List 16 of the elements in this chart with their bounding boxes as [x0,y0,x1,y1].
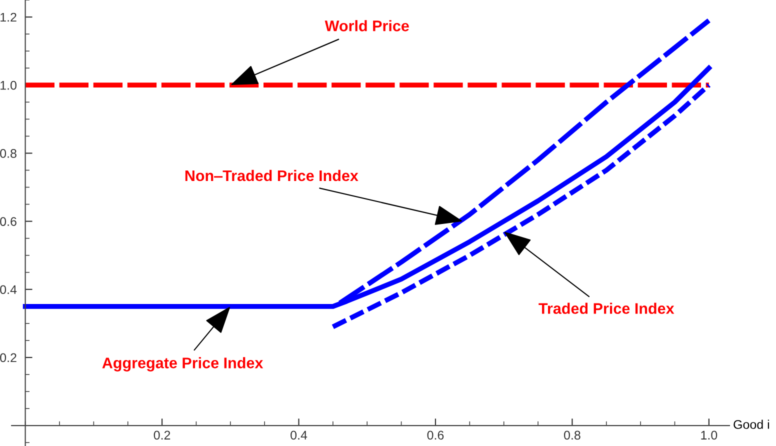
x-tick-label: 1.0 [701,430,718,440]
annotation: Aggregate Price Index [102,357,264,372]
y-tick-label: 1.0 [0,80,16,90]
x-tick-label: 0.6 [427,430,444,440]
y-tick-label: 0.8 [0,149,16,158]
annotation: World Price [324,20,409,32]
x-tick-label: 0.4 [290,430,308,440]
annotation: Traded Price Index [538,302,674,314]
x-tick-label: 0.2 [154,430,170,440]
y-tick-label: 0.2 [0,353,16,362]
y-tick-label: 1.2 [0,12,16,22]
y-tick-label: 0.4 [0,285,17,294]
x-axis-title: Good i [734,420,770,429]
annotation: Non‒Traded Price Index [185,170,358,182]
x-tick-label: 0.8 [564,430,580,440]
y-tick-label: 0.6 [0,217,16,226]
